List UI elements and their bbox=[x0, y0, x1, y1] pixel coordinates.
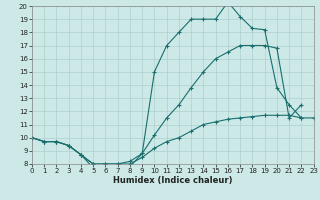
X-axis label: Humidex (Indice chaleur): Humidex (Indice chaleur) bbox=[113, 176, 233, 185]
